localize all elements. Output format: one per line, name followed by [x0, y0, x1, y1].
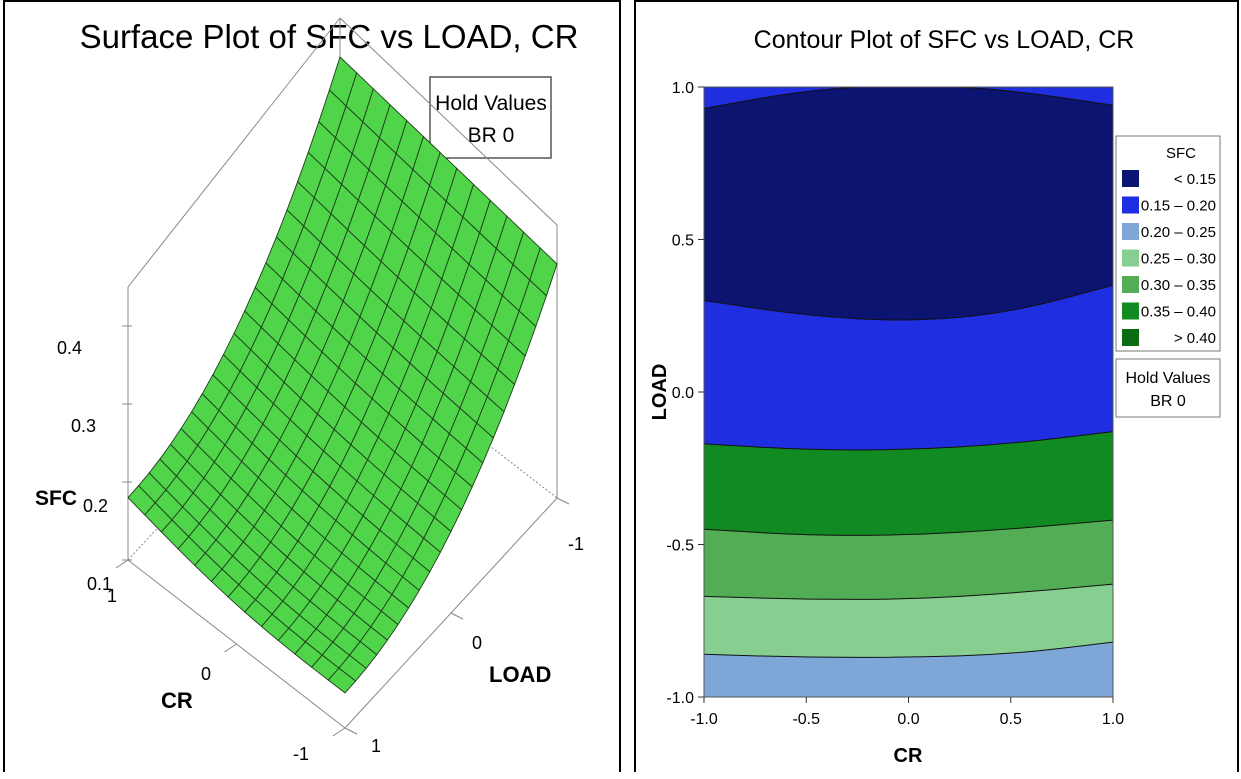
surface-mesh [127, 56, 558, 694]
contour-line [704, 87, 1113, 109]
contour-hold-values-text: BR 0 [1150, 393, 1186, 410]
frame-edge [127, 17, 341, 288]
load-tick-mark [344, 727, 358, 735]
contour-region [704, 642, 1113, 697]
legend-swatch [1122, 329, 1139, 346]
load-tick-label: 0 [472, 633, 482, 653]
contour-x-axis-label: CR [894, 745, 923, 767]
cr-tick-mark [115, 559, 129, 569]
legend-label: < 0.15 [1174, 171, 1216, 188]
contour-line [704, 284, 1113, 321]
surface-cell [327, 667, 357, 694]
x-tick-label: -0.5 [792, 711, 820, 728]
x-tick-label: 0.0 [897, 711, 919, 728]
cr-tick-mark [224, 643, 237, 653]
load-tick-label: -1 [568, 534, 584, 554]
contour-fill-regions [704, 87, 1113, 697]
y-tick-label: 1.0 [672, 80, 694, 97]
legend-label: 0.15 – 0.20 [1141, 198, 1216, 215]
legend-label: 0.25 – 0.30 [1141, 251, 1216, 268]
x-tick-label: -1.0 [690, 711, 718, 728]
y-tick-label: -0.5 [666, 538, 694, 555]
legend-swatch [1122, 170, 1139, 187]
legend-swatch [1122, 249, 1139, 267]
surface-cr-axis: 1 0 -1 CR [107, 586, 309, 764]
z-tick-label: 0.2 [83, 496, 108, 516]
contour-plot: Contour Plot of SFC vs LOAD, CR -1.0 -0.5… [649, 26, 1221, 767]
load-tick-label: 1 [371, 736, 381, 756]
contour-line [704, 431, 1113, 451]
z-tick-label: 0.1 [87, 574, 112, 594]
contour-hold-values-box: Hold Values BR 0 [1115, 358, 1221, 418]
surface-load-axis: 1 0 -1 LOAD [371, 534, 584, 756]
surface-plot: Surface Plot of SFC vs LOAD, CR Hold Val… [35, 17, 584, 764]
contour-line [704, 519, 1113, 536]
contour-hold-values-title: Hold Values [1125, 370, 1210, 387]
surface-hold-values-title: Hold Values [435, 92, 547, 115]
frame-edge [339, 17, 558, 226]
legend-label: > 0.40 [1174, 330, 1216, 347]
contour-axes: -1.0 -0.5 0.0 0.5 1.0 -1.0 -0.5 0.0 0.5 1.0 [666, 80, 1124, 728]
legend-items: < 0.15 0.15 – 0.20 0.20 – 0.25 0.25 – 0.30 0… [1122, 170, 1216, 347]
legend-swatch [1122, 223, 1139, 240]
surface-plot-panel: Surface Plot of SFC vs LOAD, CR Hold Val… [3, 0, 621, 772]
contour-lines [704, 87, 1113, 658]
surface-hold-values-box: Hold Values BR 0 [429, 76, 552, 159]
contour-title: Contour Plot of SFC vs LOAD, CR [754, 26, 1135, 54]
contour-plot-panel: Contour Plot of SFC vs LOAD, CR -1.0 -0.5… [634, 0, 1239, 772]
cr-tick-label: 0 [201, 664, 211, 684]
z-axis-label: SFC [35, 487, 77, 510]
y-tick-label: -1.0 [666, 690, 694, 707]
z-tick-label: 0.4 [57, 338, 82, 358]
contour-legend: SFC < 0.15 0.15 – 0.20 0.20 – 0.25 0.25 – 0… [1115, 135, 1221, 352]
legend-swatch [1122, 302, 1139, 320]
x-tick-label: 1.0 [1102, 711, 1124, 728]
legend-label: 0.35 – 0.40 [1141, 304, 1216, 321]
legend-swatch [1122, 196, 1139, 214]
load-axis-label: LOAD [489, 662, 551, 687]
contour-region [704, 87, 1113, 321]
z-tick-label: 0.3 [71, 416, 96, 436]
legend-title: SFC [1166, 145, 1196, 162]
surface-title: Surface Plot of SFC vs LOAD, CR [80, 18, 579, 55]
cr-tick-label: 1 [107, 586, 117, 606]
contour-y-axis-label: LOAD [649, 364, 671, 421]
cr-axis-label: CR [161, 688, 193, 713]
x-tick-label: 0.5 [1000, 711, 1022, 728]
load-tick-mark [450, 612, 464, 620]
y-tick-label: 0.5 [672, 233, 694, 250]
y-tick-label: 0.0 [672, 385, 694, 402]
load-tick-mark [556, 497, 570, 505]
cr-tick-label: -1 [293, 744, 309, 764]
surface-hold-values-text: BR 0 [468, 124, 515, 147]
cr-tick-mark [332, 727, 346, 737]
legend-label: 0.20 – 0.25 [1141, 224, 1216, 241]
legend-label: 0.30 – 0.35 [1141, 277, 1216, 294]
contour-line [704, 583, 1113, 600]
surface-z-axis: 0.4 0.3 0.2 0.1 SFC [35, 338, 112, 594]
contour-line [704, 641, 1113, 658]
legend-swatch [1122, 276, 1139, 293]
